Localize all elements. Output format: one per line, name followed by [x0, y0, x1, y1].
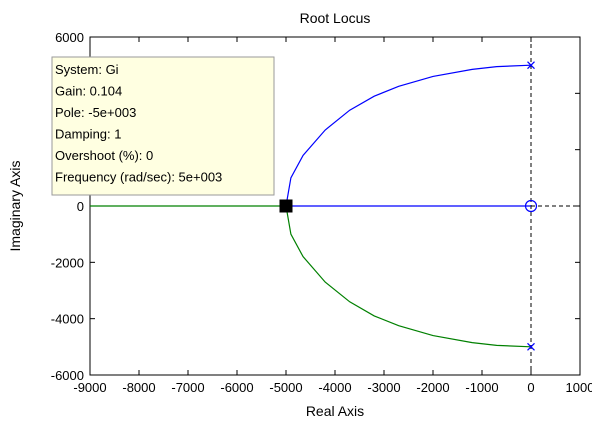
y-tick-label: -4000 — [51, 312, 84, 327]
x-axis-label: Real Axis — [306, 403, 364, 419]
x-tick-label: 0 — [527, 380, 534, 395]
pole-marker-stroke — [527, 61, 535, 70]
datatip-box[interactable]: System: Gi Gain: 0.104 Pole: -5e+003 Dampin… — [51, 56, 275, 196]
x-tick-label: -8000 — [122, 380, 155, 395]
x-tick-label: -1000 — [465, 380, 498, 395]
y-tick-label: -2000 — [51, 255, 84, 270]
y-tick-label: 6000 — [55, 30, 84, 45]
selected-point-marker[interactable] — [279, 199, 293, 213]
x-tick-label: -6000 — [220, 380, 253, 395]
x-tick-label: -5000 — [269, 380, 302, 395]
datatip-line: System: Gi — [55, 62, 119, 77]
x-tick-label: -7000 — [171, 380, 204, 395]
y-tick-label: 0 — [77, 199, 84, 214]
y-axis-label: Imaginary Axis — [7, 160, 23, 251]
locus-branch-0 — [285, 64, 532, 207]
datatip-line: Pole: -5e+003 — [55, 105, 136, 120]
datatip-line: Damping: 1 — [55, 127, 121, 142]
pole-marker-1 — [527, 342, 535, 351]
y-tick-label: -6000 — [51, 368, 84, 383]
pole-marker-stroke — [527, 342, 535, 351]
x-tick-label: 1000 — [566, 380, 592, 395]
chart-title: Root Locus — [300, 10, 371, 26]
locus-branch-1 — [285, 205, 532, 348]
x-tick-label: -2000 — [416, 380, 449, 395]
datatip-background — [51, 56, 275, 196]
x-tick-label: -4000 — [318, 380, 351, 395]
datatip-line: Gain: 0.104 — [55, 84, 122, 99]
datatip-line: Overshoot (%): 0 — [55, 148, 153, 163]
x-tick-label: -9000 — [73, 380, 106, 395]
datatip-line: Frequency (rad/sec): 5e+003 — [55, 170, 222, 185]
zero-marker-0 — [524, 199, 538, 213]
pole-marker-0 — [527, 61, 535, 70]
x-tick-label: -3000 — [367, 380, 400, 395]
